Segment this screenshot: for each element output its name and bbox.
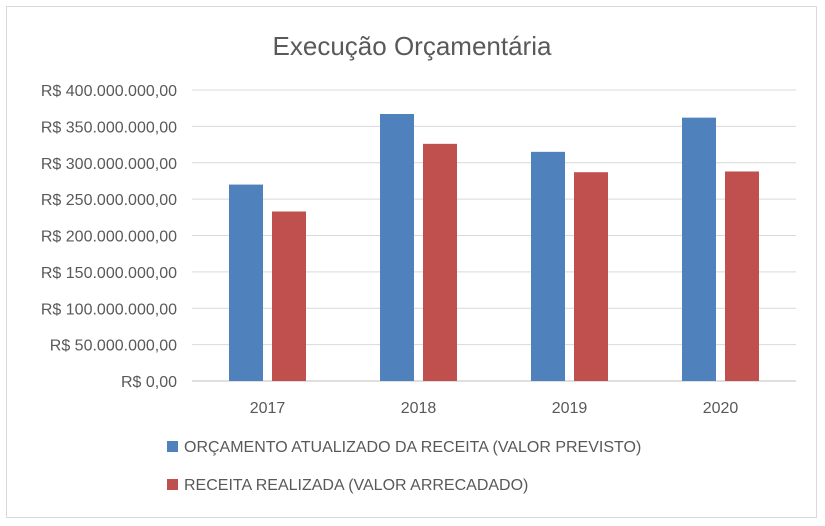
bar-previsto-2020 (682, 117, 716, 382)
legend-swatch (167, 441, 178, 452)
y-axis-ticks: R$ 0,00 R$ 50.000.000,00 R$ 100.000.000,00… (41, 83, 177, 391)
bar-previsto-2019 (531, 151, 565, 381)
legend: ORÇAMENTO ATUALIZADO DA RECEITA (VALOR P… (167, 439, 641, 494)
bar-previsto-2017 (229, 184, 263, 381)
x-tick-label: 2017 (250, 400, 286, 417)
x-tick-label: 2018 (401, 400, 437, 417)
y-tick-label: R$ 400.000.000,00 (41, 83, 177, 100)
legend-swatch (167, 479, 178, 490)
legend-label: ORÇAMENTO ATUALIZADO DA RECEITA (VALOR P… (184, 439, 641, 456)
y-tick-label: R$ 150.000.000,00 (41, 265, 177, 282)
y-tick-label: R$ 100.000.000,00 (41, 301, 177, 318)
bar-realizado-2019 (574, 172, 608, 381)
bar-realizado-2020 (725, 171, 759, 381)
legend-label: RECEITA REALIZADA (VALOR ARRECADADO) (184, 477, 528, 494)
bars (229, 114, 759, 382)
y-tick-label: R$ 50.000.000,00 (50, 338, 177, 355)
bar-previsto-2018 (380, 114, 414, 381)
x-tick-label: 2020 (703, 400, 739, 417)
chart-title: Execução Orçamentária (273, 31, 552, 61)
y-tick-label: R$ 350.000.000,00 (41, 119, 177, 136)
y-tick-label: R$ 200.000.000,00 (41, 229, 177, 246)
bar-realizado-2017 (272, 211, 306, 381)
y-tick-label: R$ 0,00 (121, 374, 177, 391)
bar-realizado-2018 (423, 143, 457, 381)
y-tick-label: R$ 250.000.000,00 (41, 192, 177, 209)
x-axis-ticks: 2017 2018 2019 2020 (250, 400, 739, 417)
y-tick-label: R$ 300.000.000,00 (41, 156, 177, 173)
x-tick-label: 2019 (552, 400, 588, 417)
